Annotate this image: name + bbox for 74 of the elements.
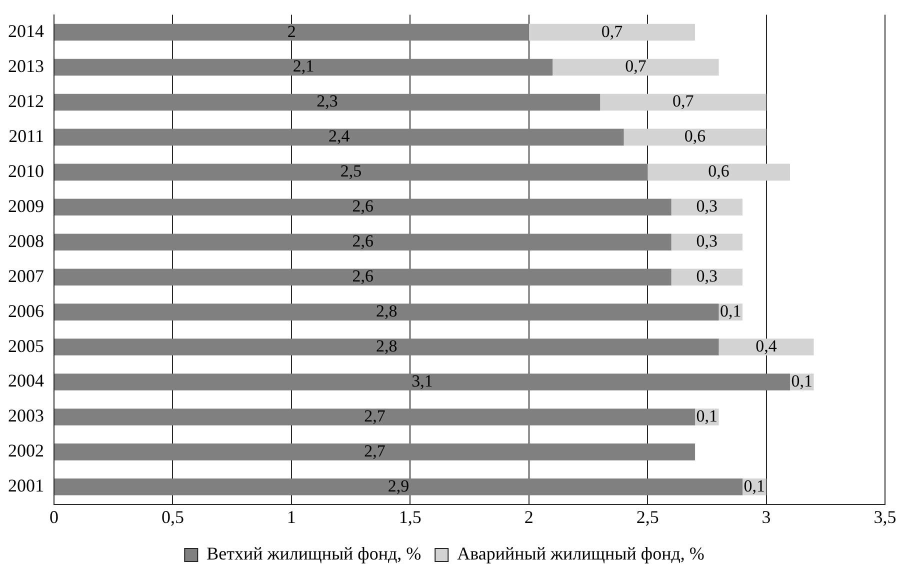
bar	[54, 408, 696, 426]
x-tick-label: 0	[50, 506, 58, 527]
data-label: 0,3	[696, 266, 718, 286]
bar	[671, 198, 743, 216]
data-label: 2,3	[316, 92, 338, 111]
data-label: 0,4	[756, 336, 778, 356]
data-label: 0,1	[696, 406, 718, 426]
data-label: 0,6	[708, 162, 730, 181]
y-tick-label: 2001	[8, 476, 44, 496]
bar	[54, 24, 529, 41]
bar	[528, 24, 696, 41]
y-tick-label: 2003	[8, 406, 44, 426]
bar	[54, 304, 719, 320]
x-tick-label: 2	[524, 506, 534, 527]
bar	[54, 164, 648, 181]
y-tick-label: 2014	[8, 21, 44, 42]
data-label: 2,6	[352, 196, 374, 216]
data-label: 2,6	[352, 232, 374, 251]
data-label: 2,4	[328, 126, 350, 146]
bar	[54, 234, 672, 251]
bar	[54, 94, 600, 111]
x-tick-label: 1	[286, 506, 296, 527]
x-tick-label: 1,5	[398, 506, 422, 527]
data-label: 2,1	[292, 56, 314, 76]
data-label: 0,7	[672, 92, 694, 111]
bar	[718, 338, 814, 356]
data-label: 2,8	[376, 336, 398, 356]
data-label: 2,7	[364, 441, 386, 460]
y-tick-label: 2012	[8, 90, 44, 111]
bar	[671, 234, 743, 251]
y-tick-label: 2002	[8, 440, 44, 461]
bar	[54, 128, 624, 146]
y-tick-label: 2005	[8, 336, 44, 356]
bar	[54, 374, 790, 390]
data-label: 2,7	[364, 406, 386, 426]
data-label: 2,8	[376, 302, 398, 321]
data-label: 3,1	[412, 371, 433, 390]
y-tick-label: 2008	[8, 230, 44, 251]
data-label: 0,7	[601, 22, 624, 41]
data-label: 2,5	[340, 162, 362, 181]
bar	[54, 444, 696, 460]
bar	[600, 94, 766, 111]
bar	[648, 164, 790, 181]
y-tick-label: 2011	[8, 126, 44, 146]
bar	[54, 58, 553, 76]
bar	[671, 268, 743, 286]
legend-label: Ветхий жилищный фонд, %	[206, 544, 422, 564]
bar	[54, 268, 672, 286]
data-label: 0,7	[625, 56, 647, 76]
bar	[54, 198, 672, 216]
data-label: 0,1	[720, 302, 742, 321]
bar	[552, 58, 719, 76]
y-tick-label: 2006	[8, 300, 44, 321]
bar	[624, 128, 766, 146]
bar	[54, 478, 743, 496]
data-label: 0,1	[744, 476, 766, 496]
bar	[54, 338, 719, 356]
y-tick-label: 2009	[8, 196, 44, 216]
data-label: 0,3	[696, 196, 718, 216]
data-label: 2,6	[352, 266, 374, 286]
x-tick-label: 3,5	[874, 506, 896, 527]
x-tick-label: 3	[762, 506, 771, 527]
data-label: 0,3	[696, 232, 718, 251]
data-label: 0,1	[791, 371, 813, 390]
y-tick-label: 2010	[8, 160, 44, 181]
data-label: 2,9	[388, 476, 410, 496]
data-label: 2	[287, 22, 296, 41]
data-label: 0,6	[684, 126, 706, 146]
x-tick-label: 0,5	[161, 506, 184, 527]
legend-label: Аварийный жилищный фонд, %	[457, 544, 704, 564]
y-tick-label: 2007	[8, 266, 44, 286]
y-tick-label: 2013	[8, 56, 44, 76]
x-tick-label: 2,5	[636, 506, 659, 527]
y-tick-label: 2004	[8, 370, 44, 391]
